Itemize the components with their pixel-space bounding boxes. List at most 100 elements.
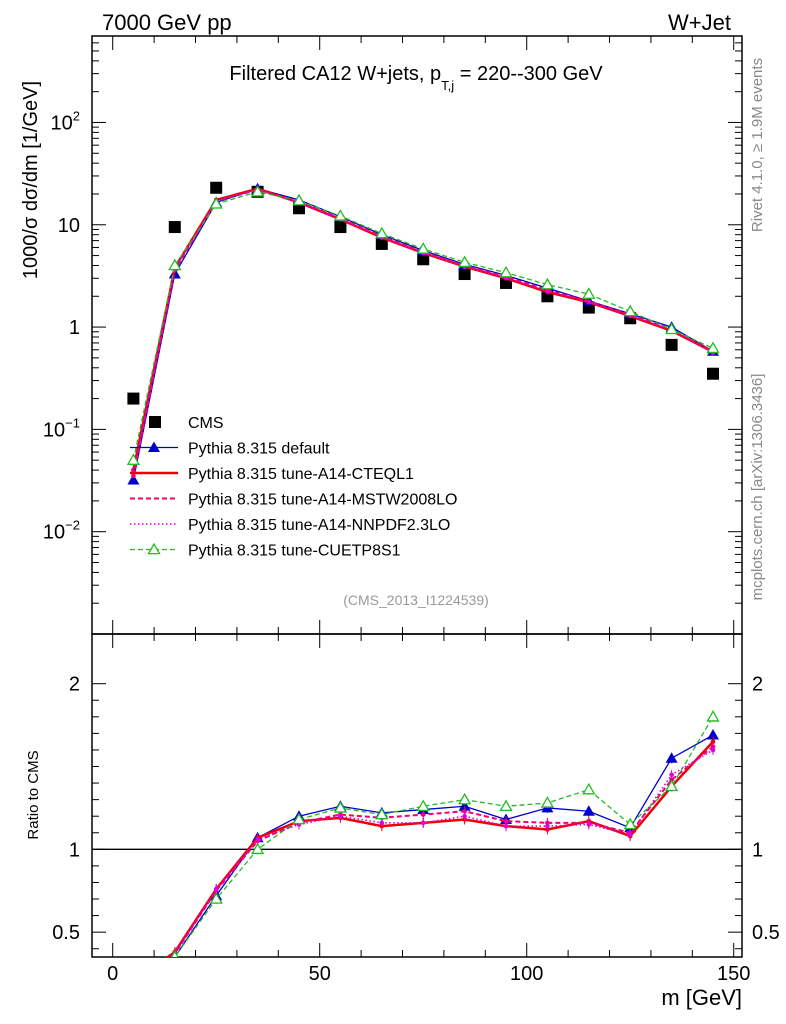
legend: CMS Pythia 8.315 default Pythia 8.315 tune…	[130, 415, 457, 560]
header-left: 7000 GeV pp	[102, 10, 232, 35]
cms-point	[210, 181, 223, 194]
cms-point	[458, 268, 471, 281]
cms-point	[500, 276, 513, 289]
ratio-y-tick-label-right: 1	[752, 839, 763, 861]
pythia-8-315-tune-a14-nnpdf2-3lo-point	[545, 288, 550, 294]
x-axis-label: m [GeV]	[661, 985, 742, 1010]
reference-label: (CMS_2013_I1224539)	[343, 592, 489, 608]
ratio-pythia-8-315-tune-cuetp8s1-point	[416, 799, 430, 812]
ratio-pythia-8-315-tune-a14-mstw2008lo-point	[131, 983, 136, 988]
main-y-tick-label: 10	[58, 215, 80, 237]
ratio-series-group	[128, 710, 720, 988]
ratio-pythia-8-315-default-point	[665, 752, 678, 763]
ratio-pythia-8-315-tune-cuetp8s1-point	[499, 799, 513, 812]
ratio-frame	[91, 633, 743, 958]
legend-label-pythia-8-315-tune-a14-mstw2008lo: Pythia 8.315 tune-A14-MSTW2008LO	[188, 492, 457, 509]
cms-point	[417, 253, 430, 266]
ratio-pythia-8-315-tune-cuetp8s1-point	[128, 968, 139, 978]
ratio-series	[128, 710, 720, 988]
pythia-8-315-tune-cuetp8s1-point	[499, 265, 513, 278]
chart-title: Filtered CA12 W+jets, pT,j = 220--300 Ge…	[229, 63, 603, 93]
pythia-8-315-tune-a14-nnpdf2-3lo-point	[586, 299, 592, 305]
legend-marker-pythia-8-315-tune-cuetp8s1	[147, 542, 161, 555]
ratio-y-tick-label-left: 2	[69, 674, 80, 696]
cms-point	[665, 338, 678, 351]
ratio-pythia-8-315-tune-cuetp8s1-point	[582, 782, 596, 795]
x-tick-label: 50	[309, 963, 331, 985]
pythia-8-315-tune-cuetp8s1-point	[664, 322, 679, 335]
cms-point	[168, 221, 181, 234]
ratio-pythia-8-315-tune-cuetp8s1-point	[623, 817, 637, 830]
ratio-pythia-8-315-tune-cuetp8s1-point	[333, 801, 348, 813]
header-right: W+Jet	[668, 10, 731, 35]
ratio-pythia-8-315-tune-a14-nnpdf2-3lo-point	[669, 772, 674, 778]
ratio-pythia-8-315-tune-cuetp8s1-point	[540, 796, 555, 808]
ratio-pythia-8-315-tune-a14-nnpdf2-3lo-point	[627, 832, 633, 837]
pythia-8-315-tune-a14-mstw2008lo-line	[132, 188, 714, 477]
ratio-pythia-8-315-tune-a14-cteql1-line	[165, 740, 714, 957]
pythia-8-315-tune-cuetp8s1-point	[582, 287, 596, 299]
ratio-pythia-8-315-tune-a14-nnpdf2-3lo-point	[131, 981, 136, 986]
cms-point	[334, 221, 347, 234]
ratio-pythia-8-315-tune-a14-nnpdf2-3lo-point	[545, 823, 550, 829]
pythia-8-315-tune-cuetp8s1-point	[540, 277, 555, 290]
main-y-tick-label: 10−1	[43, 415, 80, 441]
legend-label-pythia-8-315-default: Pythia 8.315 default	[188, 441, 330, 458]
pythia-8-315-default-line	[132, 188, 714, 481]
main-y-axis-label: 1000/σ dσ/dm [1/GeV]	[20, 81, 42, 279]
ratio-pythia-8-315-tune-a14-nnpdf2-3lo-point	[503, 823, 509, 829]
main-series	[126, 181, 720, 485]
ratio-pythia-8-315-tune-a14-nnpdf2-3lo-point	[710, 747, 716, 753]
ratio-pythia-8-315-default-point	[582, 805, 595, 816]
ratio-y-tick-label-right: 2	[752, 674, 763, 696]
x-tick-label: 100	[510, 963, 543, 985]
cms-point	[127, 392, 140, 405]
ratio-pythia-8-315-tune-cuetp8s1-point	[664, 779, 679, 792]
ratio-pythia-8-315-default-line	[173, 734, 714, 957]
ratio-axes: 0.5 0.5 1 1 2 2 0 50 100 150	[52, 634, 780, 985]
ratio-pythia-8-315-tune-cuetp8s1-point	[170, 950, 179, 957]
main-y-tick-label: 1	[69, 317, 80, 339]
pythia-8-315-tune-cuetp8s1-point	[333, 209, 348, 221]
ratio-y-axis-label: Ratio to CMS	[25, 750, 42, 839]
ratio-pythia-8-315-tune-a14-nnpdf2-3lo-point	[213, 886, 219, 892]
legend-label-pythia-8-315-tune-a14-cteql1: Pythia 8.315 tune-A14-CTEQL1	[188, 466, 414, 483]
cms-point	[375, 237, 388, 250]
legend-label-pythia-8-315-tune-a14-nnpdf2-3lo: Pythia 8.315 tune-A14-NNPDF2.3LO	[188, 517, 450, 534]
pythia-8-315-default-point	[127, 474, 140, 485]
ratio-pythia-8-315-tune-a14-mstw2008lo-point	[420, 812, 426, 817]
ratio-pythia-8-315-tune-a14-cteql1-point	[131, 980, 136, 985]
ratio-pythia-8-315-tune-cuetp8s1-point	[706, 710, 720, 722]
pythia-8-315-tune-cuetp8s1-point	[623, 304, 637, 317]
ratio-y-tick-label-right: 0.5	[752, 922, 780, 944]
ratio-pythia-8-315-default-point	[458, 800, 471, 811]
ratio-pythia-8-315-tune-a14-nnpdf2-3lo-point	[379, 820, 385, 826]
ratio-pythia-8-315-tune-cuetp8s1-point	[457, 792, 472, 805]
x-tick-label: 0	[107, 963, 118, 985]
x-tick-label: 150	[717, 963, 750, 985]
legend-label-pythia-8-315-tune-cuetp8s1: Pythia 8.315 tune-CUETP8S1	[188, 543, 401, 560]
ratio-y-tick-label-left: 0.5	[52, 922, 80, 944]
pythia-8-315-tune-cuetp8s1-point	[457, 255, 472, 268]
pythia-8-315-tune-a14-nnpdf2-3lo-line	[132, 188, 714, 473]
legend-marker-pythia-8-315-default	[148, 441, 160, 452]
main-y-tick-label: 102	[51, 108, 80, 134]
cms-point	[707, 367, 720, 380]
ratio-pythia-8-315-tune-cuetp8s1-point	[375, 807, 389, 820]
ratio-pythia-8-315-tune-cuetp8s1-point	[209, 892, 223, 904]
ratio-pythia-8-315-tune-a14-mstw2008lo-line	[168, 745, 714, 957]
pythia-8-315-tune-cuetp8s1-point	[250, 184, 265, 197]
ratio-pythia-8-315-tune-cuetp8s1-line	[173, 716, 714, 957]
ratio-pythia-8-315-tune-a14-nnpdf2-3lo-line	[168, 749, 714, 957]
legend-marker-cms	[149, 416, 161, 428]
pythia-8-315-tune-cuetp8s1-point	[706, 341, 720, 354]
ratio-pythia-8-315-tune-a14-nnpdf2-3lo-point	[338, 813, 343, 819]
pythia-8-315-tune-a14-mstw2008lo-point	[131, 473, 136, 479]
rivet-label: Rivet 4.1.0, ≥ 1.9M events	[749, 58, 766, 232]
main-axes: 10−2 10−1 1 10 102	[43, 35, 742, 635]
main-y-tick-label: 10−2	[43, 518, 80, 544]
pythia-8-315-tune-cuetp8s1-point	[126, 453, 141, 465]
pythia-8-315-tune-cuetp8s1-point	[168, 258, 182, 271]
pythia-8-315-tune-cuetp8s1-point	[209, 197, 223, 209]
